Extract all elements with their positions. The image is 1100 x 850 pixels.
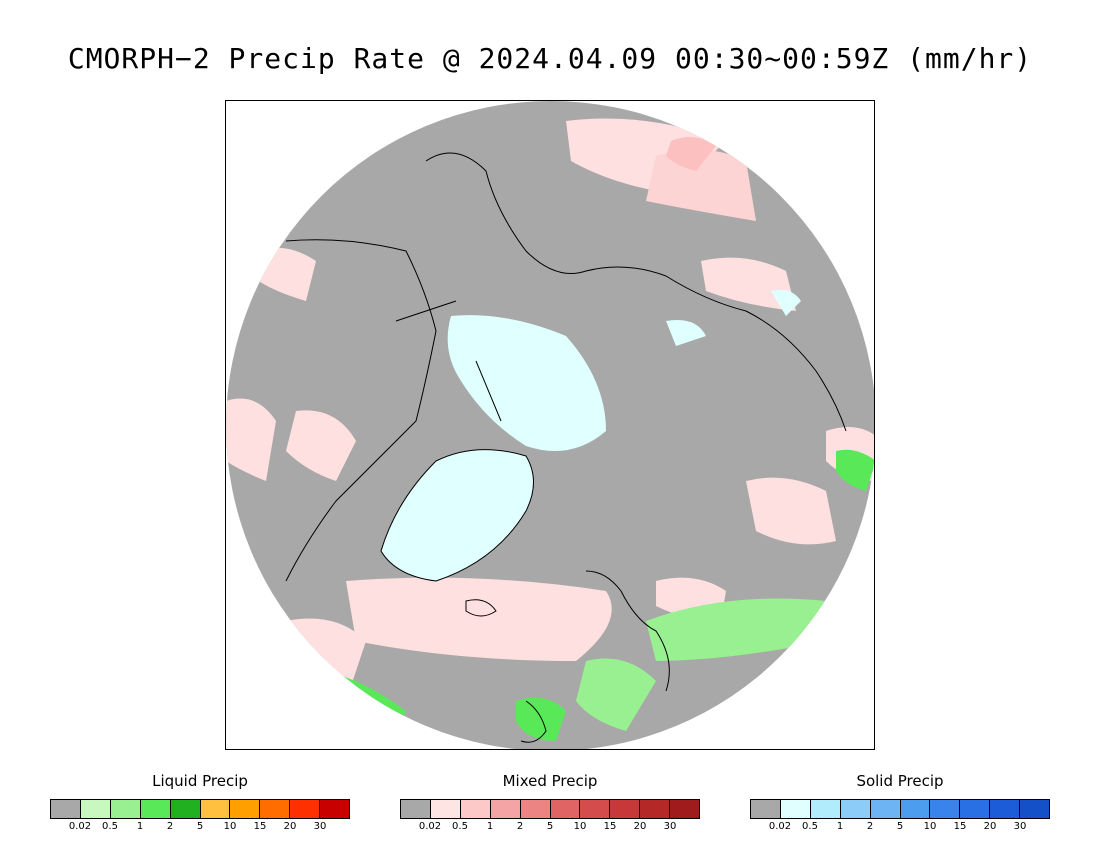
legend-swatch <box>290 800 321 818</box>
legend-tick-label: 20 <box>633 821 647 832</box>
legend-swatch <box>670 800 700 818</box>
legend-tick-label: 5 <box>196 821 204 832</box>
legend-swatch <box>640 800 671 818</box>
legend-swatch <box>51 800 81 818</box>
legend-tick-label: 2 <box>866 821 874 832</box>
mixed-precip-areas <box>226 118 874 701</box>
legend-tick-label: 15 <box>253 821 267 832</box>
legend-tick-label: 2 <box>166 821 174 832</box>
legend-tick-label: 20 <box>983 821 997 832</box>
legend-tick-label: 1 <box>486 821 494 832</box>
legend-tick-label: 0.5 <box>102 821 118 832</box>
legend-tick-label: 5 <box>546 821 554 832</box>
legend-tick-label: 1 <box>136 821 144 832</box>
legend-tick-label: 0.02 <box>418 821 442 832</box>
legend-swatch <box>520 800 551 818</box>
legend-swatch <box>870 800 901 818</box>
legend-swatch <box>110 800 141 818</box>
legend-tick-label: 10 <box>223 821 237 832</box>
legend-swatch <box>960 800 991 818</box>
legend-swatch <box>460 800 491 818</box>
legend-ticks: 0.02 0.5 1 2 5 10 15 20 30 <box>50 821 350 835</box>
legend-tick-label: 1 <box>836 821 844 832</box>
legend-colorbar <box>50 799 350 819</box>
legend-swatch <box>80 800 111 818</box>
legend-swatch <box>430 800 461 818</box>
legend-swatch <box>1020 800 1050 818</box>
legend-solid: Solid Precip 0.02 0.5 1 2 5 10 15 20 30 <box>750 772 1050 835</box>
legend-swatch <box>260 800 291 818</box>
legend-ticks: 0.02 0.5 1 2 5 10 15 20 30 <box>400 821 700 835</box>
legend-swatch <box>401 800 431 818</box>
legend-swatch <box>900 800 931 818</box>
legend-tick-label: 0.02 <box>68 821 92 832</box>
legend-swatch <box>610 800 641 818</box>
legend-swatch <box>840 800 871 818</box>
legend-tick-label: 10 <box>573 821 587 832</box>
legend-mixed: Mixed Precip 0.02 0.5 1 2 5 10 15 20 30 <box>400 772 700 835</box>
legend-swatch <box>751 800 781 818</box>
legend-tick-label: 10 <box>923 821 937 832</box>
legend-swatch <box>580 800 611 818</box>
legend-title: Solid Precip <box>856 772 944 790</box>
legend-title: Mixed Precip <box>502 772 598 790</box>
legend-swatch <box>810 800 841 818</box>
legend-swatch <box>140 800 171 818</box>
legend-swatch <box>200 800 231 818</box>
legend-swatch <box>490 800 521 818</box>
mixed-precip-moderate <box>666 137 716 171</box>
map-frame <box>225 100 875 750</box>
legend-tick-label: 15 <box>603 821 617 832</box>
map-title: CMORPH−2 Precip Rate @ 2024.04.09 00:30~… <box>67 42 1033 75</box>
legend-tick-label: 5 <box>896 821 904 832</box>
legend-swatch <box>550 800 581 818</box>
legend-title: Liquid Precip <box>152 772 248 790</box>
legend-swatch <box>230 800 261 818</box>
legend-colorbar <box>400 799 700 819</box>
legend-colorbar <box>750 799 1050 819</box>
legend-tick-label: 30 <box>663 821 677 832</box>
legend-swatch <box>170 800 201 818</box>
legend-tick-label: 2 <box>516 821 524 832</box>
legend-tick-label: 30 <box>1013 821 1027 832</box>
legend-tick-label: 30 <box>313 821 327 832</box>
legend-liquid: Liquid Precip 0.02 0.5 1 2 5 10 15 20 30 <box>50 772 350 835</box>
legend-swatch <box>320 800 350 818</box>
legend-swatch <box>780 800 811 818</box>
legend-tick-label: 20 <box>283 821 297 832</box>
coastlines <box>285 152 847 743</box>
legend-swatch <box>930 800 961 818</box>
legend-ticks: 0.02 0.5 1 2 5 10 15 20 30 <box>750 821 1050 835</box>
polar-map <box>226 101 874 749</box>
legend-tick-label: 0.02 <box>768 821 792 832</box>
legend-tick-label: 15 <box>953 821 967 832</box>
legend-tick-label: 0.5 <box>802 821 818 832</box>
solid-precip-areas <box>381 289 801 581</box>
legend-tick-label: 0.5 <box>452 821 468 832</box>
legend-swatch <box>990 800 1021 818</box>
